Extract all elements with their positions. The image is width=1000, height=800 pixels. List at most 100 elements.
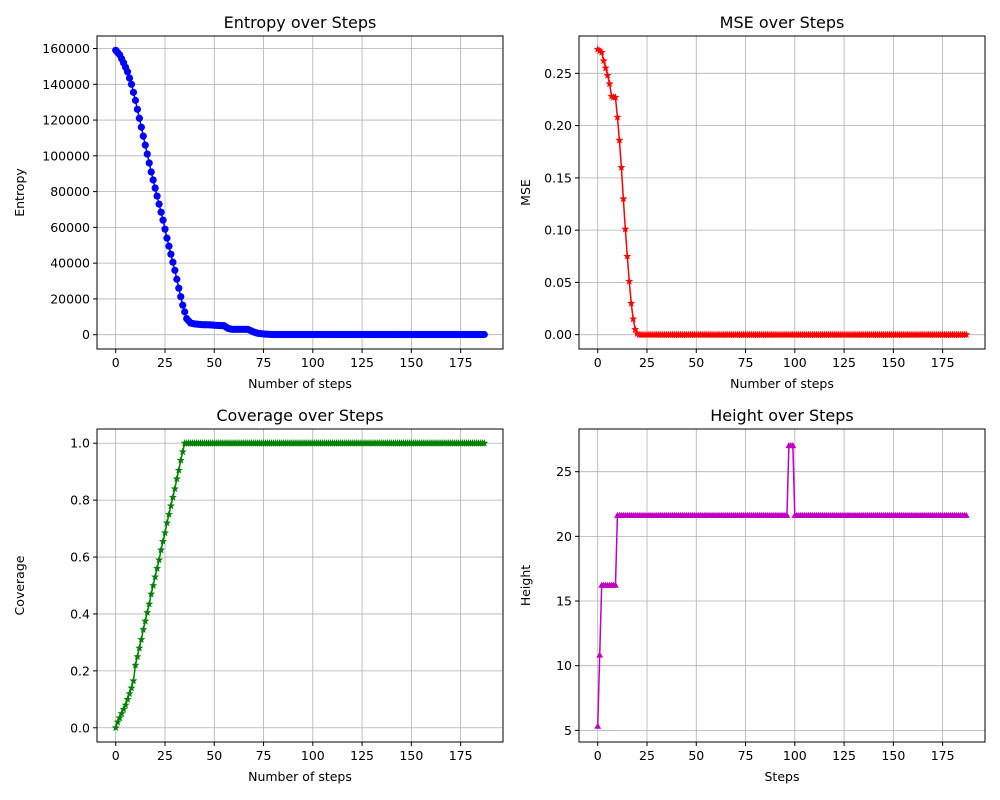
plot-frame xyxy=(96,35,504,350)
entropy-markers xyxy=(112,46,488,339)
data-point xyxy=(137,123,145,131)
data-point xyxy=(177,293,185,301)
y-tick-label: 5 xyxy=(564,723,572,738)
data-point xyxy=(783,511,791,518)
data-point xyxy=(176,456,185,464)
data-point xyxy=(623,252,632,260)
y-tick-label: 0.0 xyxy=(70,720,90,735)
data-point xyxy=(161,225,169,233)
data-point xyxy=(181,308,189,316)
x-tick-label: 125 xyxy=(832,748,856,763)
height-series-line xyxy=(596,445,967,727)
data-point xyxy=(163,234,171,242)
y-tick-label: 0.00 xyxy=(544,327,572,342)
entropy-chart: 0 25 50 75 100 125 150 175 0 20000 40000 60000 80000… xyxy=(12,13,504,391)
mse-chart-title: MSE over Steps xyxy=(720,13,845,32)
x-tick-label: 175 xyxy=(931,748,955,763)
x-tick-label: 0 xyxy=(594,355,602,370)
data-point xyxy=(151,184,159,192)
y-tick-label: 0.20 xyxy=(544,118,572,133)
data-point xyxy=(615,136,624,144)
height-y-axis-label: Height xyxy=(518,565,533,606)
x-tick-label: 25 xyxy=(157,355,173,370)
coverage-chart: 0 25 50 75 100 125 150 175 0.0 0.2 0.4 0.6 0.8 1.0 Cov… xyxy=(12,406,504,784)
x-tick-label: 150 xyxy=(399,355,423,370)
y-tick-label: 140000 xyxy=(42,77,90,92)
x-tick-label: 100 xyxy=(301,355,325,370)
mse-y-axis-label: MSE xyxy=(518,179,533,206)
y-tick-label: 0.15 xyxy=(544,170,572,185)
y-tick-label: 80000 xyxy=(50,184,90,199)
data-point xyxy=(175,284,183,292)
data-point xyxy=(151,572,160,581)
x-tick-label: 150 xyxy=(881,355,905,370)
entropy-chart-title: Entropy over Steps xyxy=(224,13,377,32)
data-point xyxy=(480,330,488,339)
data-point xyxy=(149,176,157,184)
y-tick-label: 20000 xyxy=(50,291,90,306)
y-tick-label: 1.0 xyxy=(70,436,90,451)
data-point xyxy=(123,68,132,76)
data-point xyxy=(155,200,163,208)
data-point xyxy=(143,150,151,158)
data-point xyxy=(147,589,156,598)
data-point xyxy=(595,46,604,55)
data-point xyxy=(633,329,642,338)
data-point xyxy=(594,722,602,729)
y-tick-label: 15 xyxy=(556,594,572,609)
y-tick-label: 0.6 xyxy=(70,550,90,565)
coverage-markers xyxy=(111,439,489,732)
data-point xyxy=(162,518,171,527)
y-tick-label: 160000 xyxy=(42,41,90,56)
data-point xyxy=(133,105,142,113)
data-point xyxy=(596,651,604,658)
y-tick-label: 0 xyxy=(82,327,90,342)
data-point xyxy=(612,581,619,588)
data-point xyxy=(605,79,614,88)
data-point xyxy=(168,493,177,501)
x-tick-label: 0 xyxy=(594,748,602,763)
y-tick-label: 0.25 xyxy=(544,66,572,81)
y-tick-label: 60000 xyxy=(50,220,90,235)
data-point xyxy=(164,510,173,518)
data-point xyxy=(619,194,628,203)
data-point xyxy=(172,474,181,483)
data-point xyxy=(137,635,146,643)
data-point xyxy=(121,700,130,709)
x-tick-label: 125 xyxy=(350,355,374,370)
entropy-y-axis-label: Entropy xyxy=(12,168,27,217)
data-point xyxy=(145,599,154,608)
x-tick-label: 25 xyxy=(639,355,655,370)
entropy-series-line xyxy=(115,49,485,336)
data-point xyxy=(161,528,169,537)
height-x-axis-label: Steps xyxy=(765,769,800,784)
x-tick-label: 75 xyxy=(738,748,754,763)
x-tick-label: 25 xyxy=(639,748,655,763)
x-tick-label: 75 xyxy=(738,355,754,370)
data-point xyxy=(135,643,144,652)
data-point xyxy=(167,250,175,258)
data-point xyxy=(153,192,161,200)
data-point xyxy=(129,88,138,96)
x-tick-label: 50 xyxy=(206,355,222,370)
data-point xyxy=(962,330,971,339)
data-point xyxy=(165,242,173,250)
data-point xyxy=(129,676,138,685)
y-tick-label: 100000 xyxy=(42,148,90,163)
data-point xyxy=(127,683,136,692)
data-point xyxy=(179,301,187,309)
x-tick-label: 25 xyxy=(157,748,173,763)
x-tick-label: 100 xyxy=(783,355,807,370)
y-tick-label: 120000 xyxy=(42,113,90,128)
y-tick-label: 0.10 xyxy=(544,223,572,238)
data-point xyxy=(627,299,636,307)
height-markers xyxy=(594,442,970,729)
data-point xyxy=(111,723,120,732)
x-tick-label: 175 xyxy=(931,355,955,370)
data-point xyxy=(617,163,626,171)
x-tick-label: 175 xyxy=(449,355,473,370)
x-tick-label: 75 xyxy=(256,748,272,763)
coverage-series-line xyxy=(115,442,485,729)
data-point xyxy=(613,113,622,121)
